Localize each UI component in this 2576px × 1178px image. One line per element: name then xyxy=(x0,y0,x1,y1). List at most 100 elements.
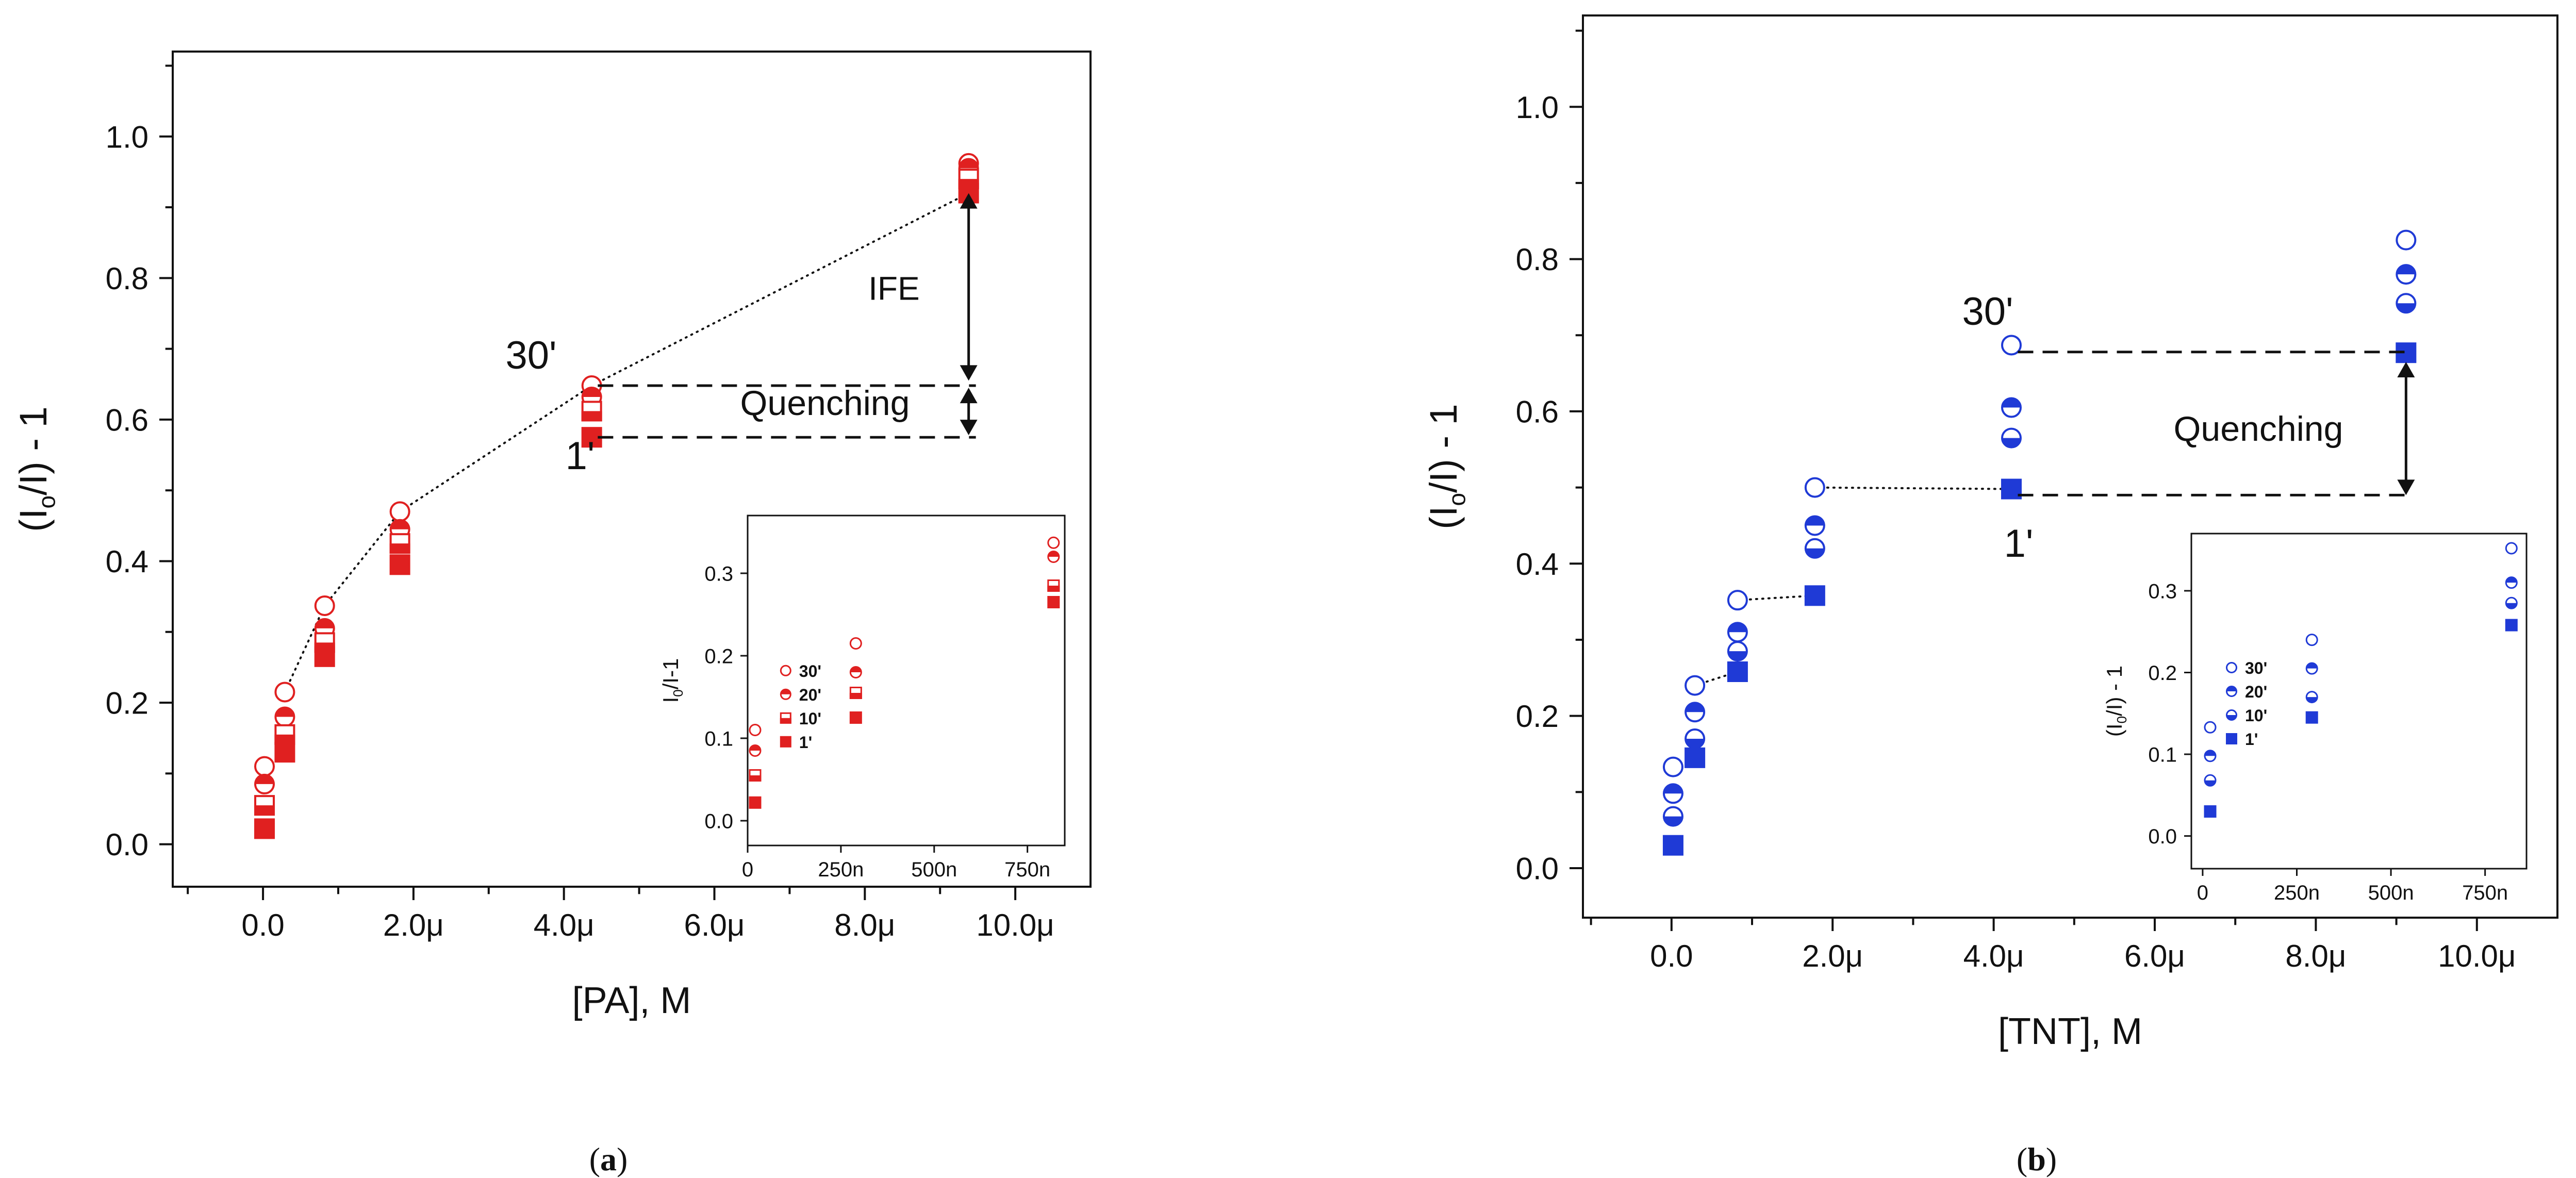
data-point-20min xyxy=(2396,264,2417,285)
legend-label: 20' xyxy=(799,686,821,704)
data-point-10min xyxy=(2001,427,2022,449)
main-y-tick-label: 0.6 xyxy=(106,403,148,437)
data-point-20min-fill xyxy=(2397,265,2416,275)
main-x-tick-label: 4.0μ xyxy=(1963,939,2024,973)
data-point-30min xyxy=(2001,335,2022,356)
data-point-1min xyxy=(1727,661,1748,682)
legend-label: 30' xyxy=(799,662,821,681)
main-y-tick-label: 0.0 xyxy=(1516,852,1559,886)
inset-x-tick-label: 750n xyxy=(2462,882,2508,904)
inset-data-point-fill xyxy=(2205,780,2216,786)
data-point-20min-fill xyxy=(1663,784,1682,794)
data-point-30min xyxy=(314,595,335,616)
legend-marker xyxy=(2226,709,2237,721)
ife-arrow-head-up xyxy=(960,193,978,209)
caption-paren: ) xyxy=(2046,1141,2057,1177)
inset-data-point xyxy=(2505,576,2518,589)
data-point-10min-fill xyxy=(2397,303,2416,313)
legend-marker xyxy=(2226,733,2237,744)
data-point-30min xyxy=(1685,675,1706,696)
main-x-tick-label: 4.0μ xyxy=(534,908,595,942)
data-point-1min xyxy=(389,554,410,575)
legend-label: 20' xyxy=(2245,683,2267,701)
inset-data-point xyxy=(2204,750,2217,762)
inset-data-point xyxy=(2305,691,2318,704)
data-point-10min xyxy=(274,724,295,745)
ife-label: IFE xyxy=(868,270,920,307)
inset-data-point xyxy=(1047,536,1060,549)
main-y-tick-label: 0.8 xyxy=(106,261,148,296)
label-1min: 1' xyxy=(2004,522,2034,566)
panel-caption: (a) xyxy=(589,1141,628,1177)
data-point-20min-fill xyxy=(1728,623,1747,633)
inset-x-tick-label: 750n xyxy=(1004,858,1050,881)
caption-letter: b xyxy=(2027,1141,2046,1177)
data-point-10min xyxy=(1804,538,1825,559)
y-axis-label-part: (I xyxy=(12,509,55,532)
data-point-20min-fill xyxy=(275,707,294,717)
panel-caption: (b) xyxy=(2017,1141,2057,1177)
legend-label: 30' xyxy=(2245,659,2267,677)
inset-y-tick-label: 0.3 xyxy=(704,562,733,585)
main-y-tick-label: 0.8 xyxy=(1516,242,1559,277)
data-point-20min-fill xyxy=(390,520,409,529)
inset-data-point xyxy=(849,666,862,678)
inset-data-point xyxy=(749,769,762,782)
inset-y-axis-label-part: (I xyxy=(2102,723,2126,737)
legend-marker-fill xyxy=(2226,715,2237,720)
inset-data-point xyxy=(749,724,762,736)
data-point-20min xyxy=(1662,783,1683,804)
inset-y-tick-label: 0.0 xyxy=(704,810,733,833)
quenching-arrow-head-up xyxy=(960,388,978,404)
inset-data-point xyxy=(2305,634,2318,646)
data-point-10min xyxy=(254,795,275,816)
inset-y-axis-label: (I0/I) - 1 xyxy=(2102,666,2129,737)
label-1min: 1' xyxy=(566,434,595,478)
inset-data-point xyxy=(849,711,862,724)
quenching-arrow-head-up xyxy=(2397,361,2415,377)
main-frame xyxy=(172,51,1092,888)
data-point-20min-fill xyxy=(2002,398,2021,408)
data-point-30min xyxy=(254,756,275,777)
y-axis-label-subscript: o xyxy=(33,495,60,509)
main-y-tick-label: 0.6 xyxy=(1516,395,1559,429)
quenching-arrow-head-down xyxy=(960,420,978,436)
inset-data-point xyxy=(1047,579,1060,592)
inset-y-axis-label-subscript: 0 xyxy=(670,689,686,696)
inset-data-point xyxy=(1047,551,1060,563)
inset-data-point xyxy=(749,744,762,757)
inset-data-point-fill xyxy=(749,775,762,782)
main-x-tick-label: 6.0μ xyxy=(684,908,745,942)
inset-y-tick-label: 0.2 xyxy=(2148,662,2177,685)
inset-y-tick-label: 0.1 xyxy=(704,727,733,750)
inset-data-point-fill xyxy=(1048,551,1059,557)
main-x-tick-label: 8.0μ xyxy=(2285,939,2346,973)
inset-data-point-fill xyxy=(850,667,862,672)
data-point-10min-fill xyxy=(1805,548,1824,558)
data-point-10min xyxy=(389,533,410,554)
inset-data-point-fill xyxy=(2306,697,2318,703)
legend-marker-fill xyxy=(780,718,791,724)
inset-y-axis-label: I0/I-1 xyxy=(658,658,686,703)
data-point-20min-fill xyxy=(315,619,334,628)
data-point-10min xyxy=(2396,293,2417,314)
inset-data-point-fill xyxy=(849,693,862,699)
data-point-10min xyxy=(1662,806,1683,827)
inset-y-tick-label: 0.0 xyxy=(2148,825,2177,848)
data-point-20min-fill xyxy=(255,774,274,784)
inset-background xyxy=(748,516,1065,845)
dotted-fit-line xyxy=(1813,486,2012,490)
y-axis-label: (Io/I) - 1 xyxy=(1422,404,1470,529)
data-point-20min xyxy=(254,773,275,794)
main-x-tick-label: 10.0μ xyxy=(976,908,1054,942)
inset-data-point xyxy=(2204,721,2217,734)
inset-data-point xyxy=(849,687,862,699)
main-y-tick-label: 0.2 xyxy=(106,686,148,721)
legend-label: 1' xyxy=(799,733,812,752)
main-y-tick-label: 0.0 xyxy=(106,827,148,862)
inset-data-point xyxy=(1047,596,1060,608)
label-30min: 30' xyxy=(505,334,556,377)
main-x-tick-label: 0.0 xyxy=(241,908,284,942)
y-axis-label-subscript: o xyxy=(1443,493,1470,506)
